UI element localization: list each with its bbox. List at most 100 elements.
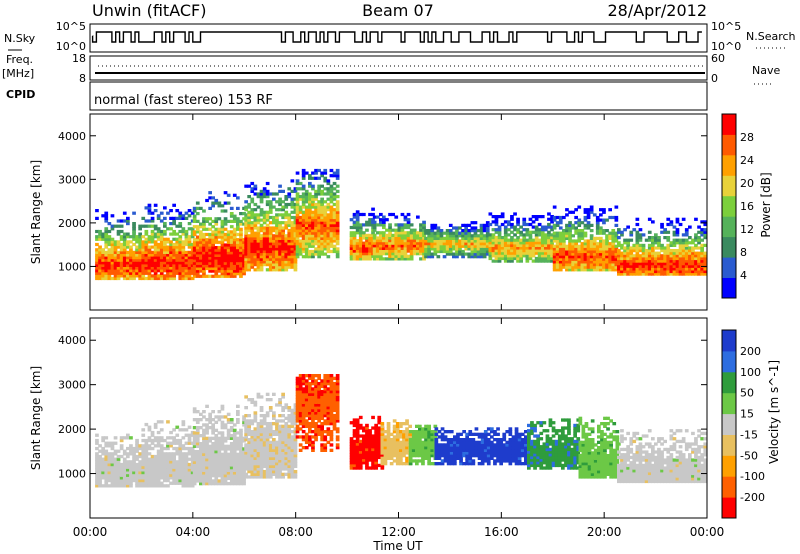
velocity-echo-cell — [268, 470, 273, 474]
power-echo-cell — [275, 231, 279, 235]
power-echo-cell — [314, 229, 318, 233]
power-echo-cell — [287, 231, 292, 235]
power-echo-cell — [537, 222, 542, 227]
power-echo-cell — [226, 230, 231, 234]
velocity-echo-cell — [208, 482, 212, 486]
power-echo-cell — [247, 215, 251, 220]
power-echo-cell — [623, 256, 627, 261]
power-echo-cell — [138, 269, 142, 273]
power-echo-cell — [448, 247, 453, 251]
power-echo-cell — [268, 260, 273, 264]
velocity-echo-cell — [236, 412, 240, 416]
power-echo-cell — [476, 242, 481, 246]
power-echo-cell — [568, 255, 572, 259]
power-echo-cell — [192, 225, 197, 229]
power-echo-cell — [540, 225, 545, 229]
velocity-echo-cell — [98, 478, 102, 483]
velocity-echo-cell — [259, 456, 264, 460]
power-echo-cell — [308, 242, 312, 246]
power-echo-cell — [199, 264, 203, 268]
power-echo-cell — [439, 229, 444, 233]
power-echo-cell — [419, 249, 423, 253]
velocity-echo-cell — [293, 459, 298, 463]
power-echo-cell — [293, 268, 298, 272]
velocity-echo-cell — [159, 438, 164, 443]
power-echo-cell — [195, 206, 200, 210]
velocity-echo-cell — [195, 434, 200, 438]
power-echo-cell — [500, 222, 505, 227]
power-echo-cell — [326, 215, 331, 220]
power-echo-cell — [638, 259, 643, 263]
power-echo-cell — [436, 242, 441, 246]
power-echo-cell — [577, 205, 582, 209]
velocity-echo-cell — [259, 432, 264, 436]
velocity-echo-cell — [256, 395, 261, 399]
power-echo-cell — [247, 223, 251, 227]
velocity-echo-cell — [242, 476, 246, 480]
power-echo-cell — [647, 256, 652, 261]
power-echo-cell — [104, 232, 109, 236]
power-echo-cell — [632, 246, 637, 250]
beam-title: Beam 07 — [362, 1, 434, 20]
power-echo-cell — [119, 237, 124, 241]
power-echo-cell — [153, 242, 158, 247]
power-echo-cell — [181, 242, 186, 247]
power-echo-cell — [577, 218, 582, 222]
power-echo-cell — [479, 236, 484, 240]
power-echo-cell — [244, 213, 248, 217]
velocity-echo-cell — [192, 431, 197, 435]
power-echo-cell — [211, 274, 215, 278]
power-echo-cell — [565, 226, 569, 230]
velocity-echo-cell — [250, 456, 255, 460]
velocity-echo-cell — [205, 476, 209, 480]
power-echo-cell — [226, 272, 231, 276]
power-echo-cell — [232, 230, 237, 234]
power-echo-cell — [323, 236, 328, 240]
power-echo-cell — [654, 236, 658, 240]
power-echo-cell — [358, 246, 363, 250]
power-echo-cell — [184, 211, 189, 215]
velocity-echo-cell — [195, 426, 200, 430]
power-echo-cell — [595, 263, 600, 267]
velocity-echo-cell — [122, 460, 127, 464]
velocity-echo-cell — [214, 434, 219, 438]
power-echo-cell — [657, 259, 661, 263]
power-echo-cell — [304, 221, 309, 225]
power-echo-cell — [214, 198, 219, 203]
velocity-echo-cell — [265, 438, 270, 442]
velocity-echo-cell — [156, 454, 161, 459]
power-echo-cell — [116, 219, 121, 223]
velocity-echo-cell — [298, 435, 303, 439]
power-echo-cell — [482, 223, 487, 227]
power-echo-cell — [116, 271, 121, 275]
power-echo-cell — [654, 246, 658, 250]
velocity-echo-cell — [239, 479, 243, 483]
power-echo-cell — [290, 200, 295, 204]
power-echo-cell — [488, 212, 493, 216]
velocity-echo-cell — [147, 473, 152, 477]
velocity-echo-cell — [239, 476, 243, 480]
power-echo-cell — [138, 232, 142, 236]
power-echo-cell — [163, 250, 167, 254]
power-echo-cell — [290, 255, 295, 259]
power-echo-cell — [159, 253, 164, 257]
power-echo-cell — [470, 236, 475, 240]
power-echo-cell — [202, 238, 206, 242]
power-echo-cell — [497, 249, 502, 253]
power-echo-cell — [317, 218, 321, 222]
colorbar-swatch — [722, 134, 736, 156]
velocity-echo-cell — [247, 440, 251, 444]
velocity-echo-cell — [211, 436, 215, 440]
power-echo-cell — [250, 208, 255, 212]
power-echo-cell — [192, 246, 197, 250]
power-echo-cell — [424, 247, 428, 251]
power-echo-cell — [166, 245, 170, 249]
power-echo-cell — [412, 249, 417, 253]
velocity-echo-cell — [272, 456, 276, 460]
velocity-echo-cell — [278, 432, 282, 436]
power-echo-cell — [672, 254, 677, 258]
power-echo-cell — [138, 258, 142, 262]
power-echo-cell — [272, 192, 276, 196]
power-echo-cell — [657, 254, 661, 258]
velocity-echo-cell — [110, 481, 115, 485]
